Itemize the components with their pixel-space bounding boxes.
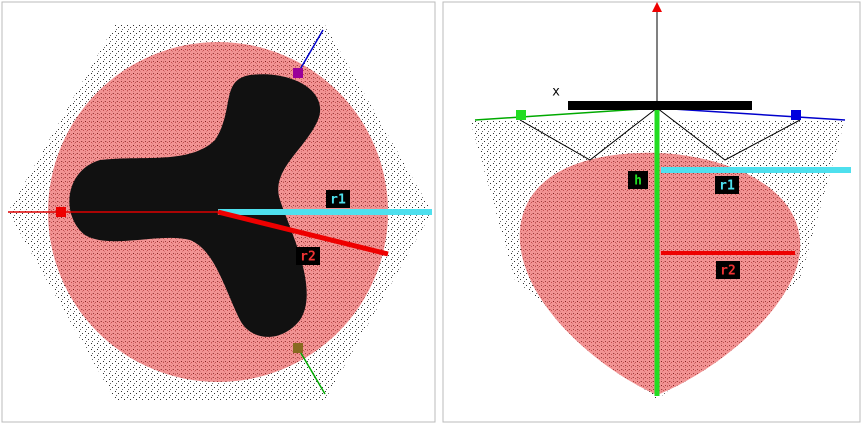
handle[interactable]	[56, 207, 66, 217]
r1-label: r1	[330, 193, 346, 208]
handle[interactable]	[293, 343, 303, 353]
page: r1 r2 x h r1 r2 (() => { const data = JS…	[0, 0, 863, 427]
screenshot: r1 r2 x h r1 r2	[0, 0, 863, 427]
r1-label: r1	[719, 179, 735, 194]
handle[interactable]	[516, 110, 526, 120]
r2-label: r2	[300, 250, 316, 265]
r2-label: r2	[720, 264, 736, 279]
handle[interactable]	[293, 68, 303, 78]
side-view: x h r1 r2	[443, 2, 860, 422]
handle[interactable]	[791, 110, 801, 120]
h-label: h	[634, 174, 642, 189]
top-view: r1 r2	[2, 2, 435, 422]
x-axis-label: x	[552, 85, 560, 100]
top-bar	[568, 101, 752, 110]
